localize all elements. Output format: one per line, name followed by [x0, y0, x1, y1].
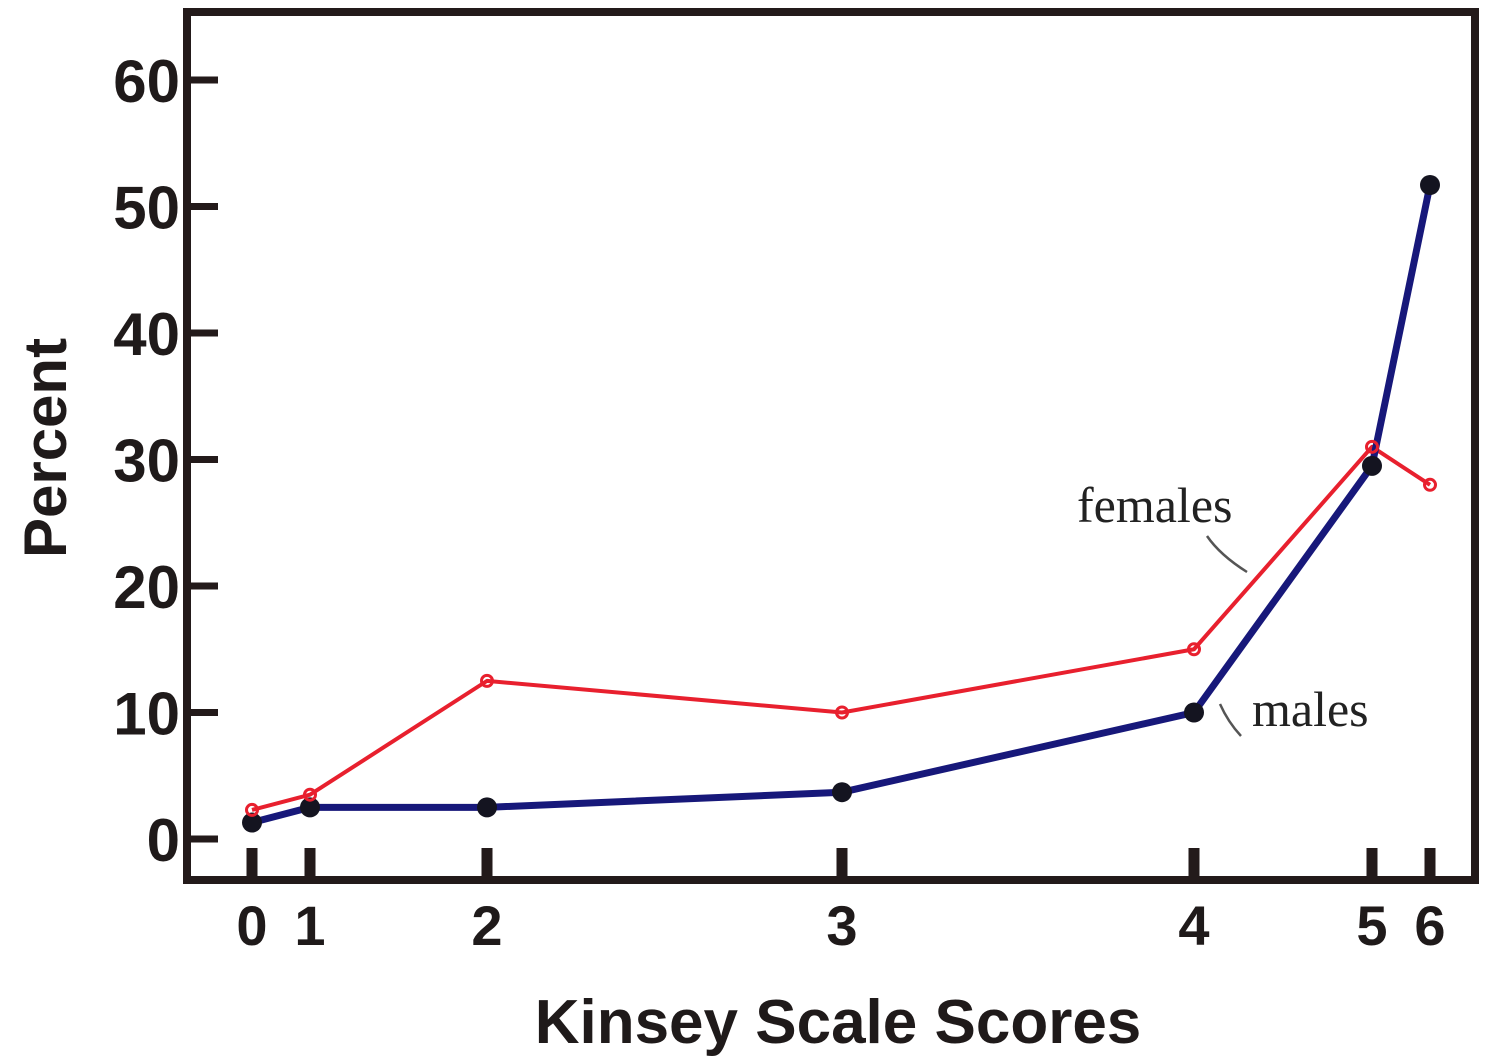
data-point-females: [245, 802, 259, 817]
x-tick-label: 0: [236, 894, 267, 957]
y-tick-label: 40: [113, 301, 180, 368]
data-point-males: [832, 782, 852, 803]
series-line-females: [251, 444, 1432, 812]
data-point-females: [480, 673, 494, 688]
y-axis: 0 10 20 30 40 50 60: [113, 48, 218, 874]
data-point-females: [1365, 439, 1379, 454]
annotation-males-arrow: [1218, 703, 1242, 737]
data-point-males: [1420, 174, 1440, 195]
y-axis-title: Percent: [12, 338, 79, 558]
x-tick-label: 1: [294, 894, 325, 957]
data-point-females: [1423, 477, 1437, 492]
y-tick-label: 20: [113, 554, 180, 621]
x-tick-label: 2: [471, 894, 502, 957]
x-tick-label: 3: [826, 894, 857, 957]
x-tick-label: 6: [1414, 894, 1445, 957]
data-point-females: [835, 705, 849, 720]
x-tick-label: 5: [1356, 894, 1387, 957]
y-tick-label: 60: [113, 48, 180, 115]
y-tick-label: 50: [113, 175, 180, 242]
y-tick-label: 10: [113, 681, 180, 748]
plot-frame: [183, 8, 1479, 884]
x-axis-title: Kinsey Scale Scores: [535, 988, 1142, 1057]
x-tick-label: 4: [1178, 894, 1209, 957]
y-tick-label: 0: [147, 807, 180, 874]
data-point-females: [303, 787, 317, 802]
data-point-males: [1362, 455, 1382, 476]
data-point-males: [242, 812, 262, 833]
data-point-females: [1187, 642, 1201, 657]
data-point-males: [477, 797, 497, 818]
annotation-males: males: [1252, 681, 1369, 737]
annotation-females-arrow: [1205, 535, 1248, 574]
annotations: females males: [1077, 477, 1369, 737]
data-point-males: [300, 797, 320, 818]
annotation-females: females: [1077, 477, 1232, 533]
y-tick-label: 30: [113, 428, 180, 495]
data-point-males: [1184, 702, 1204, 723]
series-layer: [242, 174, 1440, 833]
